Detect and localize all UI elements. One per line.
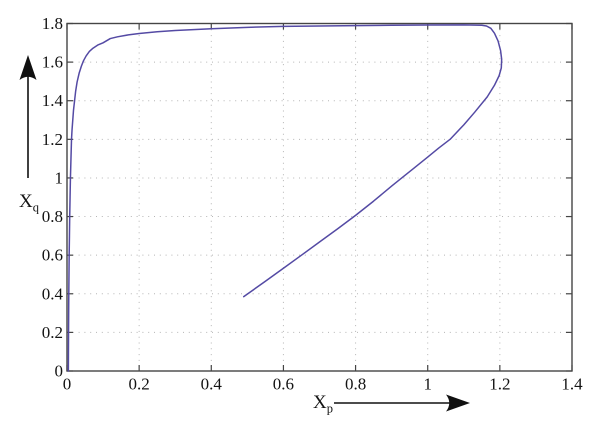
x-tick-label: 1.2	[489, 375, 510, 394]
y-tick-label: 1	[55, 168, 64, 187]
x-tick-label: 0.6	[273, 375, 294, 394]
y-tick-label: 0.4	[42, 284, 64, 303]
y-tick-label: 0	[55, 362, 64, 381]
x-tick-label: 0	[63, 375, 72, 394]
x-tick-label: 1.4	[561, 375, 583, 394]
y-tick-label: 1.2	[42, 130, 63, 149]
x-axis-arrow-head-icon	[446, 394, 470, 412]
y-axis-label: Xq	[19, 191, 40, 215]
y-axis-arrow-head-icon	[19, 55, 37, 80]
y-tick-label: 0.2	[42, 323, 63, 342]
x-axis-label: Xp	[313, 392, 333, 416]
y-tick-label: 0.6	[42, 246, 63, 265]
y-tick-label: 0.8	[42, 207, 63, 226]
axes-box	[66, 22, 573, 372]
x-tick-label: 1	[423, 375, 432, 394]
x-tick-label: 0.2	[129, 375, 150, 394]
y-tick-label: 1.4	[42, 91, 64, 110]
trajectory-curve	[67, 24, 503, 372]
y-tick-label: 1.8	[42, 14, 63, 33]
y-tick-label: 1.6	[42, 53, 63, 72]
x-tick-label: 0.8	[345, 375, 366, 394]
x-tick-label: 0.4	[201, 375, 223, 394]
